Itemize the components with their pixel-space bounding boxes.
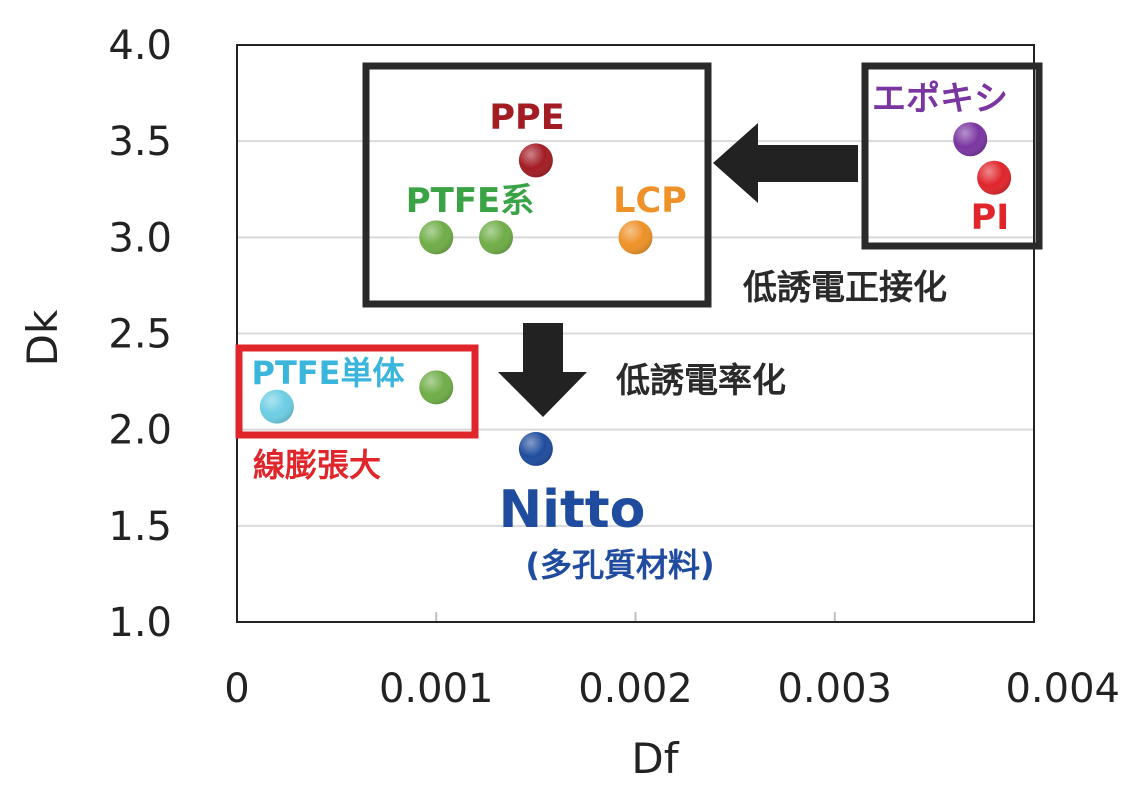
high-tangent-group-box	[861, 62, 1043, 250]
label-expansion: 線膨張大	[253, 446, 381, 484]
label-ptfe-family: PTFE系	[406, 181, 535, 221]
y-tick-label: 2.5	[108, 312, 172, 358]
pt-ptfe-1	[419, 220, 454, 255]
label-epoxy: エポキシ	[872, 79, 1008, 119]
arrow-left-icon	[713, 123, 858, 203]
label-pi: PI	[971, 198, 1010, 238]
x-tick-label: 0.002	[578, 666, 693, 712]
pt-ptfe-single	[259, 389, 294, 424]
pt-lcp	[618, 220, 653, 255]
label-lcp: LCP	[613, 181, 687, 221]
y-tick-labels: 1.0 1.5 2.0 2.5 3.0 3.5 4.0	[108, 23, 172, 646]
y-tick-label: 4.0	[108, 23, 172, 69]
label-low-dk: 低誘電率化	[616, 361, 786, 401]
y-tick-label: 1.0	[108, 600, 172, 646]
grid-lines	[237, 140, 1034, 622]
pt-ppe	[518, 143, 553, 178]
label-nitto: Nitto	[499, 480, 646, 540]
ptfe-single-box	[235, 344, 479, 439]
y-tick-label: 2.0	[108, 408, 172, 454]
x-tick-label: 0	[224, 666, 249, 712]
y-tick-label: 3.0	[108, 215, 172, 261]
x-tick-label: 0.001	[379, 666, 494, 712]
x-axis-title: Df	[631, 734, 679, 783]
label-ptfe-single: PTFE単体	[251, 354, 404, 392]
y-tick-label: 1.5	[108, 504, 172, 550]
label-low-tangent: 低誘電正接化	[743, 268, 947, 308]
label-ppe: PPE	[489, 98, 564, 138]
pt-nitto	[518, 431, 553, 466]
x-tick-label: 0.003	[777, 666, 892, 712]
pt-ptfe-single-2	[419, 370, 454, 405]
x-tick-labels: 0 0.001 0.002 0.003 0.004	[224, 666, 1120, 712]
arrow-down-icon	[498, 323, 587, 417]
y-tick-label: 3.5	[108, 119, 172, 165]
x-tick-label: 0.004	[1005, 666, 1120, 712]
pt-ptfe-2	[479, 220, 514, 255]
pt-epoxy	[953, 122, 988, 157]
label-nitto-material: (多孔質材料)	[525, 546, 714, 584]
plot-frame	[236, 44, 1035, 623]
y-axis-title: Dk	[18, 309, 67, 366]
low-tangent-group-box	[362, 62, 712, 308]
data-points	[259, 122, 1012, 466]
pt-pi	[977, 160, 1012, 195]
